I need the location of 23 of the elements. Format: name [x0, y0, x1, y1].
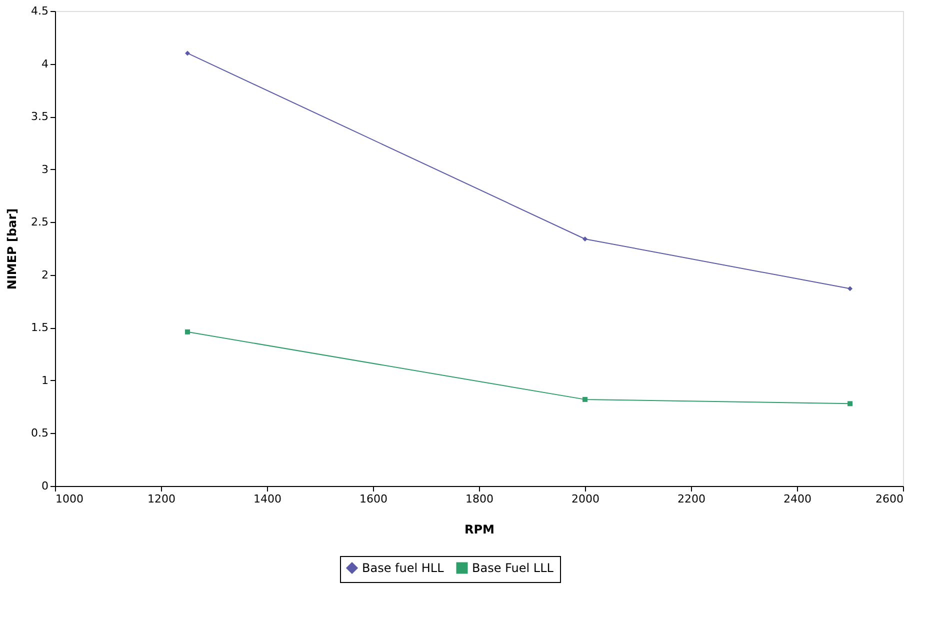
- x-tick-label: 1400: [254, 492, 282, 506]
- y-axis-title: NIMEP [bar]: [5, 208, 20, 290]
- y-tick-label: 4.5: [31, 4, 48, 18]
- y-tick-label: 2.5: [31, 216, 48, 229]
- y-tick-label: 2: [42, 268, 48, 282]
- y-tick-label: 3.5: [31, 110, 48, 124]
- y-tick-label: 0: [42, 480, 48, 492]
- x-tick-label: 2600: [876, 492, 904, 506]
- x-tick-label: 1000: [56, 492, 84, 506]
- x-tick-label: 1200: [148, 492, 176, 506]
- legend-label: Base Fuel LLL: [472, 561, 554, 575]
- x-axis-title: RPM: [464, 522, 494, 536]
- y-tick-label: 0.5: [31, 426, 48, 440]
- x-tick-label: 2000: [572, 492, 600, 506]
- x-tick-label: 1600: [360, 492, 388, 506]
- y-tick-label: 1: [42, 374, 48, 387]
- legend-label: Base fuel HLL: [362, 561, 444, 575]
- x-tick-label: 2200: [678, 492, 706, 506]
- y-tick-label: 1.5: [31, 321, 48, 334]
- x-tick-label: 1800: [466, 492, 494, 506]
- y-tick-label: 3: [42, 162, 48, 176]
- y-tick-label: 4: [42, 57, 48, 70]
- x-tick-label: 2400: [784, 492, 812, 506]
